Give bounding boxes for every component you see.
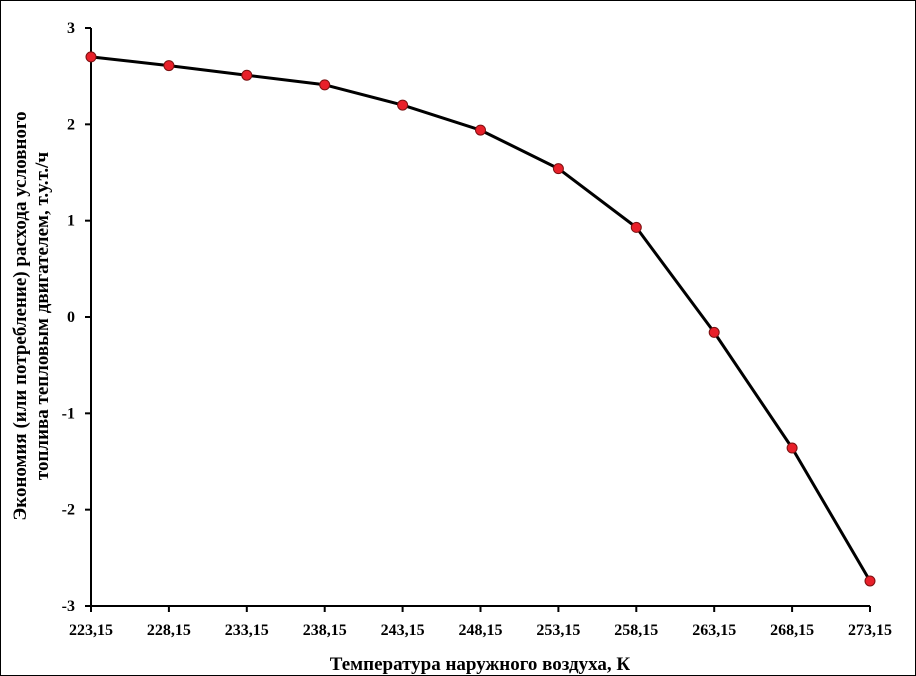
data-point bbox=[552, 163, 564, 175]
x-tick-label: 248,15 bbox=[459, 622, 503, 639]
data-point bbox=[864, 575, 876, 587]
y-axis-title-line-2: топлива тепловым двигателем, т.у.т./ч bbox=[32, 152, 53, 481]
y-tick-label: -3 bbox=[62, 598, 75, 615]
data-point bbox=[630, 221, 642, 233]
data-point bbox=[85, 51, 97, 63]
x-tick-label: 263,15 bbox=[692, 622, 736, 639]
y-tick-label: -2 bbox=[62, 502, 75, 519]
x-tick-label: 243,15 bbox=[381, 622, 425, 639]
data-point bbox=[397, 99, 409, 111]
data-point bbox=[786, 442, 798, 454]
x-tick-label: 258,15 bbox=[614, 622, 658, 639]
x-tick-label: 273,15 bbox=[848, 622, 892, 639]
y-tick-label: 3 bbox=[67, 20, 75, 37]
y-axis-title-line-1: Экономия (или потребление) расхода услов… bbox=[10, 111, 31, 520]
y-axis: 3 2 1 0 -1 -2 -3 bbox=[62, 20, 92, 615]
y-tick-label: 2 bbox=[67, 116, 75, 133]
data-point bbox=[163, 60, 175, 72]
x-axis: 223,15 228,15 233,15 238,15 243,15 248,15 253,… bbox=[69, 605, 892, 639]
data-point bbox=[475, 124, 486, 136]
data-point bbox=[241, 69, 253, 81]
x-tick-label: 238,15 bbox=[303, 622, 347, 639]
x-axis-title: Температура наружного воздуха, К bbox=[330, 654, 631, 675]
series bbox=[85, 51, 876, 587]
y-tick-label: -1 bbox=[62, 405, 75, 422]
y-tick-label: 1 bbox=[67, 213, 75, 230]
x-tick-label: 268,15 bbox=[770, 622, 814, 639]
x-tick-label: 233,15 bbox=[225, 622, 269, 639]
x-tick-label: 253,15 bbox=[536, 622, 580, 639]
x-tick-label: 228,15 bbox=[147, 622, 191, 639]
data-point bbox=[319, 79, 331, 91]
data-point bbox=[708, 326, 720, 338]
x-tick-label: 223,15 bbox=[69, 622, 113, 639]
y-tick-label: 0 bbox=[67, 309, 75, 326]
